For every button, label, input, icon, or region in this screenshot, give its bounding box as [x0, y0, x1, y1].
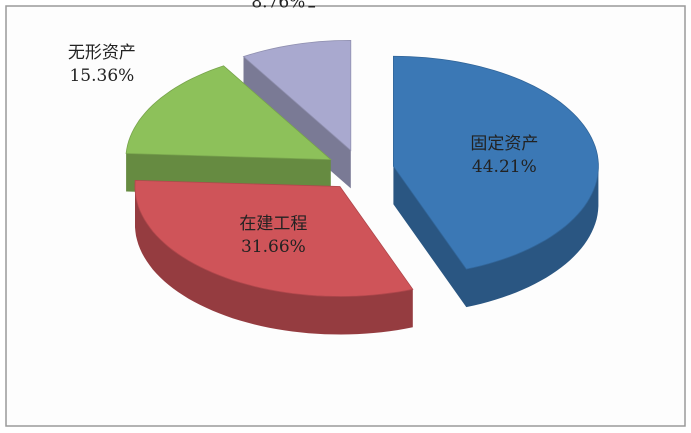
slice-top	[393, 55, 599, 270]
slice-value-label: 15.36%	[69, 66, 134, 86]
slice-label: 在建工程	[239, 214, 307, 234]
slice-label: 无形资产	[68, 43, 136, 63]
slice-top	[125, 65, 332, 161]
slice-value-label: 8.76%	[251, 0, 305, 12]
slice-top	[242, 39, 352, 152]
slice-top	[134, 179, 414, 297]
slice-value-label: 44.21%	[472, 157, 537, 177]
slice-value-label: 31.66%	[241, 237, 306, 257]
slice-label: 固定资产	[470, 134, 538, 154]
